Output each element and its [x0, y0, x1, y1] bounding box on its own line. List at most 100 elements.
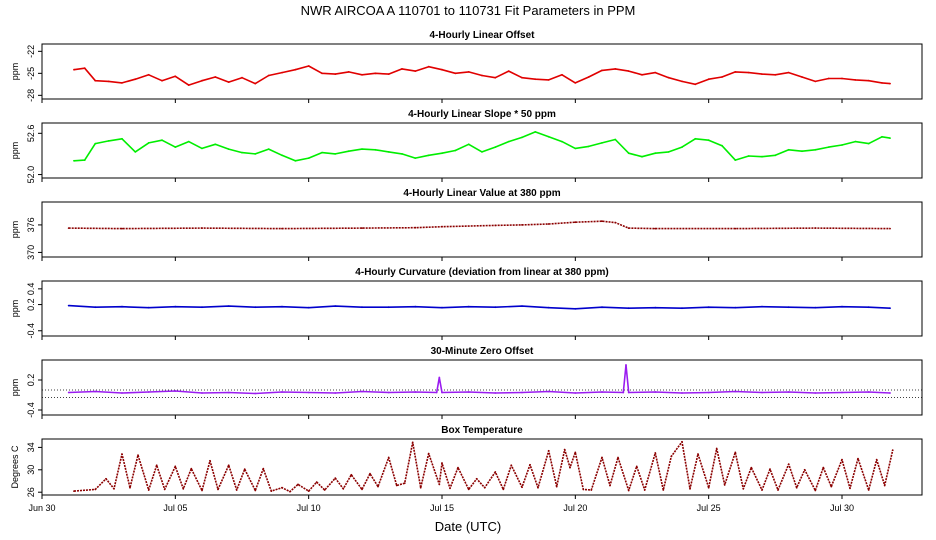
data-point	[121, 453, 123, 455]
data-point	[361, 73, 363, 76]
data-point	[561, 140, 563, 143]
y-tick-label: 0.2	[26, 374, 36, 387]
data-point	[281, 486, 283, 489]
y-tick-label: 0.2	[26, 298, 36, 311]
data-point	[857, 457, 859, 460]
data-point	[881, 82, 883, 84]
data-point	[889, 392, 891, 394]
data-point	[174, 465, 177, 468]
data-point	[689, 487, 691, 490]
data-point	[494, 471, 497, 473]
data-point	[625, 364, 627, 366]
data-point	[734, 227, 737, 230]
data-point	[609, 484, 611, 487]
panel-value: 4-Hourly Linear Value at 380 ppm ppm 376 37…	[10, 188, 923, 261]
data-point	[841, 77, 843, 80]
data-point	[113, 487, 115, 490]
data-point	[475, 477, 478, 480]
data-point	[147, 391, 150, 393]
data-point	[67, 304, 70, 307]
x-tick-label: Jul 10	[297, 503, 321, 513]
data-point	[867, 306, 870, 309]
data-point	[161, 79, 163, 82]
data-point	[254, 392, 257, 395]
data-point	[841, 458, 843, 461]
y-tick-label: 370	[26, 245, 36, 260]
data-point	[547, 135, 550, 138]
data-point	[715, 447, 718, 450]
data-point	[227, 464, 230, 467]
data-point	[777, 489, 779, 491]
data-point	[387, 73, 390, 75]
data-point	[307, 391, 310, 394]
data-point	[521, 486, 523, 489]
data-point	[574, 307, 577, 310]
data-point	[563, 448, 566, 451]
data-point	[174, 146, 177, 149]
y-tick-label: 0.4	[26, 283, 36, 296]
data-point	[94, 306, 97, 309]
data-point	[121, 305, 123, 308]
plot-frame	[41, 359, 923, 416]
data-point	[73, 68, 75, 71]
panel-title: 30-Minute Zero Offset	[431, 346, 534, 357]
data-point	[555, 485, 558, 488]
data-point	[547, 306, 550, 309]
data-point	[483, 486, 486, 489]
data-point	[547, 223, 550, 225]
data-point	[875, 458, 878, 461]
data-point	[574, 392, 577, 394]
data-point	[454, 72, 457, 75]
data-point	[294, 159, 297, 162]
x-tick-label: Jul 30	[830, 503, 854, 513]
series-line-value	[68, 220, 891, 230]
data-point	[83, 159, 86, 162]
data-point	[334, 153, 337, 155]
data-point	[481, 151, 483, 153]
data-point	[681, 80, 683, 83]
data-point	[403, 482, 406, 485]
data-point	[694, 83, 697, 86]
data-point	[414, 157, 417, 160]
data-point	[361, 488, 363, 491]
x-tick-label: Jul 20	[563, 503, 587, 513]
data-point	[707, 306, 710, 309]
data-point	[534, 131, 537, 133]
data-point	[414, 391, 417, 393]
data-point	[641, 155, 643, 158]
data-point	[707, 139, 710, 142]
data-point	[307, 65, 310, 67]
data-point	[411, 441, 414, 444]
data-point	[107, 140, 110, 142]
data-point	[254, 153, 257, 155]
data-point	[510, 464, 513, 467]
data-point	[622, 391, 625, 394]
data-point	[163, 488, 166, 491]
data-point	[105, 477, 107, 480]
data-point	[507, 140, 510, 143]
data-point	[387, 151, 390, 153]
data-point	[734, 451, 737, 454]
data-point	[814, 306, 817, 309]
data-point	[667, 76, 670, 79]
data-point	[534, 78, 537, 81]
data-point	[769, 468, 771, 471]
data-point	[761, 73, 763, 75]
data-point	[94, 142, 97, 145]
panel-slope: 4-Hourly Linear Slope * 50 ppm ppm 52.6 52.…	[10, 109, 923, 183]
data-point	[374, 72, 377, 75]
data-point	[814, 227, 817, 230]
data-point	[241, 76, 243, 79]
data-point	[94, 488, 97, 491]
data-point	[617, 456, 619, 459]
plot-frame	[41, 280, 923, 337]
data-point	[867, 489, 870, 491]
data-point	[830, 485, 833, 488]
data-point	[387, 391, 390, 394]
data-point	[414, 70, 417, 72]
data-point	[227, 81, 230, 83]
data-point	[774, 154, 777, 157]
data-point	[449, 487, 451, 490]
data-point	[574, 82, 577, 84]
data-point	[467, 143, 470, 146]
